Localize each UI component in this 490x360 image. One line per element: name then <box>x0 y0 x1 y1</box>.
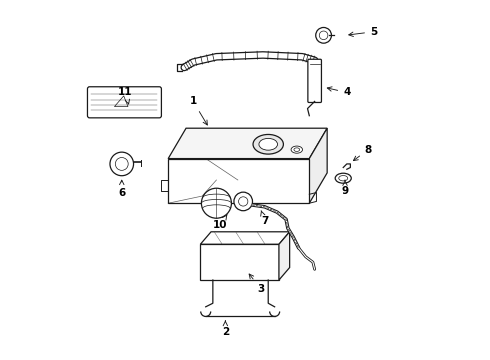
FancyBboxPatch shape <box>88 87 161 118</box>
Text: 6: 6 <box>118 180 125 198</box>
Polygon shape <box>279 232 290 280</box>
Ellipse shape <box>339 176 348 181</box>
Circle shape <box>234 192 252 211</box>
Polygon shape <box>168 128 327 158</box>
Circle shape <box>201 188 231 218</box>
FancyBboxPatch shape <box>308 59 321 103</box>
Ellipse shape <box>291 146 302 153</box>
Text: 3: 3 <box>249 274 265 294</box>
Circle shape <box>115 157 128 170</box>
Text: 8: 8 <box>353 145 372 161</box>
Polygon shape <box>309 128 327 203</box>
Circle shape <box>239 197 248 206</box>
Text: 10: 10 <box>213 215 227 230</box>
Ellipse shape <box>259 138 277 150</box>
Ellipse shape <box>335 173 351 183</box>
FancyBboxPatch shape <box>200 244 279 280</box>
Text: 7: 7 <box>261 211 269 226</box>
Circle shape <box>110 152 134 176</box>
Polygon shape <box>168 158 309 203</box>
Text: 2: 2 <box>222 321 229 337</box>
Text: 4: 4 <box>327 87 350 98</box>
Text: 5: 5 <box>349 27 377 37</box>
Text: 1: 1 <box>190 96 207 125</box>
Ellipse shape <box>294 148 300 152</box>
Circle shape <box>319 31 328 40</box>
Polygon shape <box>200 232 290 244</box>
Text: 9: 9 <box>342 180 348 196</box>
Ellipse shape <box>253 134 283 154</box>
Circle shape <box>316 27 331 43</box>
Text: 11: 11 <box>118 87 133 104</box>
